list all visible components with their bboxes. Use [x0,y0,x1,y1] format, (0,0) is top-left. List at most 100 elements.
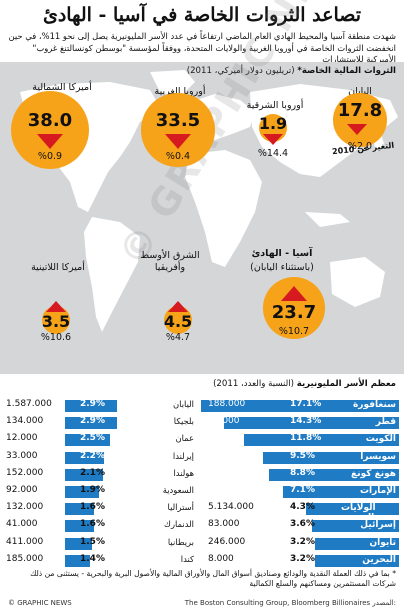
change-eastern-europe: %14.4 [257,148,289,159]
country-label-box: الولايات المتحدة [341,503,399,523]
pct-value: 1.9% [80,485,105,495]
country-name: تايوان [369,537,396,548]
pct-value: 2.1% [80,467,105,478]
bar [65,434,110,447]
table-row: الولايات المتحدة 4.3% 5.134.000 132.000 1.6%… [0,500,404,523]
region-label-japan: اليابان [348,86,372,97]
bar [244,434,341,447]
country-name: سنغافورة [352,400,396,410]
bubble-north-america [11,91,89,169]
pct-value: 7.1% [290,485,315,495]
pct-value: 14.3% [290,416,322,427]
pct-value: 2.2% [80,450,105,461]
table-heading-subtitle: (النسبة والعدد، 2011) [213,379,294,389]
country-label-box: سويسرا [341,451,399,464]
table-row: سويسرا 9.5% 322.000 33.000 2.2% إيرلندا [0,449,404,466]
map-greenland [150,70,195,97]
bar [314,554,341,567]
pct-value: 9.5% [290,450,315,461]
count-value: 92.000 [6,485,38,495]
country-name: الولايات المتحدة [341,503,376,524]
bar [311,520,341,533]
map-africa [185,150,262,267]
map-south-america [84,217,140,332]
map-heading-subtitle: (تريليون دولار أميركي، 2011) [186,66,298,76]
country-name: هونغ كونغ [351,468,396,479]
country-name: الكويت [365,434,396,445]
table-row: البحرين 3.2% 8.000 185.000 1.4% كندا [0,552,404,569]
country-name: السعودية [162,485,194,495]
country-name: الإمارات [359,486,396,496]
bar [65,503,94,516]
region-label-north-america: أميركا الشمالية [32,82,92,93]
value-western-europe: 33.5 [155,110,201,131]
change-asia-pacific: %10.7 [278,326,310,337]
count-value: 132.000 [6,502,44,513]
bar [223,417,341,430]
value-latin-america: 3.5 [41,312,71,331]
region-label-middle-east-africa: الشرق الأوسط وأفريقيا [140,250,200,273]
region-label-western-europe: أوروبا الغربية [154,86,206,97]
map-australia [330,257,385,307]
count-value: 188.000 [208,399,246,409]
country-label-box: هونغ كونغ [341,468,399,481]
pct-value: 1.4% [80,553,105,564]
table-row: الكويت 11.8% 63.000 12.000 2.5% عمان [0,431,404,448]
region-label-asia-pacific: آسيا - الهادئ [251,248,313,259]
table-row: الإمارات 7.1% 57.000 92.000 1.9% السعودية [0,483,404,500]
bar [65,520,94,533]
country-label-box: تايوان [341,537,399,550]
table-row: إسرائيل 3.6% 83.000 41.000 1.6% الدنمارك [0,517,404,534]
country-name: عمان [175,433,194,444]
world-map [20,70,398,332]
country-label-box: الكويت [341,434,399,447]
country-label-box: البحرين [341,554,399,567]
count-value: 47.000 [208,416,240,427]
value-north-america: 38.0 [27,110,73,131]
pct-value: 3.6% [290,519,315,530]
count-value: 152.000 [6,467,44,478]
country-label-box: قطر [341,417,399,430]
arrow-up-asia-pacific [281,286,307,301]
bubble-japan [333,93,387,147]
footer: © GRAPHIC NEWS The Boston Consulting Gro… [0,596,404,612]
bar [268,468,341,481]
intro-text: شهدت منطقة آسيا والمحيط الهادي العام الم… [8,31,397,64]
country-name: إيرلندا [172,450,194,461]
bar [65,400,117,412]
pct-value: 1.5% [80,536,105,547]
bar [314,537,341,550]
pct-value: 8.8% [290,467,315,478]
pct-value: 1.6% [80,519,105,530]
pct-value: 17.1% [290,399,322,409]
change-japan: %2.0 [347,141,373,152]
count-value: 83.000 [208,519,240,530]
pct-value: 2.5% [80,433,105,444]
region-label-asia-pacific-note: (باستثناء اليابان) [250,262,314,273]
value-middle-east-africa: 4.5 [163,312,193,331]
count-value: 212.000 [208,467,246,478]
country-name: كندا [180,553,194,564]
country-name: أستراليا [167,502,194,513]
count-value: 134.000 [6,416,44,427]
count-value: 12.000 [6,433,38,444]
bar [65,468,103,481]
country-name: اليابان [173,399,194,409]
arrow-down-north-america [37,134,63,149]
country-name: هولندا [173,467,194,478]
count-value: 246.000 [208,536,246,547]
country-label-box: الإمارات [341,486,399,498]
country-label-box: إسرائيل [341,520,399,533]
map-indonesia [305,212,350,227]
bar [65,554,91,567]
arrow-down-eastern-europe [263,134,283,145]
arrow-down-western-europe [165,134,191,149]
count-value: 33.000 [6,450,38,461]
pct-value: 2.9% [80,399,105,409]
arrow-up-middle-east-africa [168,301,188,312]
table-heading-title: معظم الأسر المليونيرية [296,379,396,389]
count-value: 63.000 [208,433,240,444]
bar [65,537,92,550]
pct-value: 3.2% [290,553,315,564]
country-name: الدنمارك [164,519,194,530]
